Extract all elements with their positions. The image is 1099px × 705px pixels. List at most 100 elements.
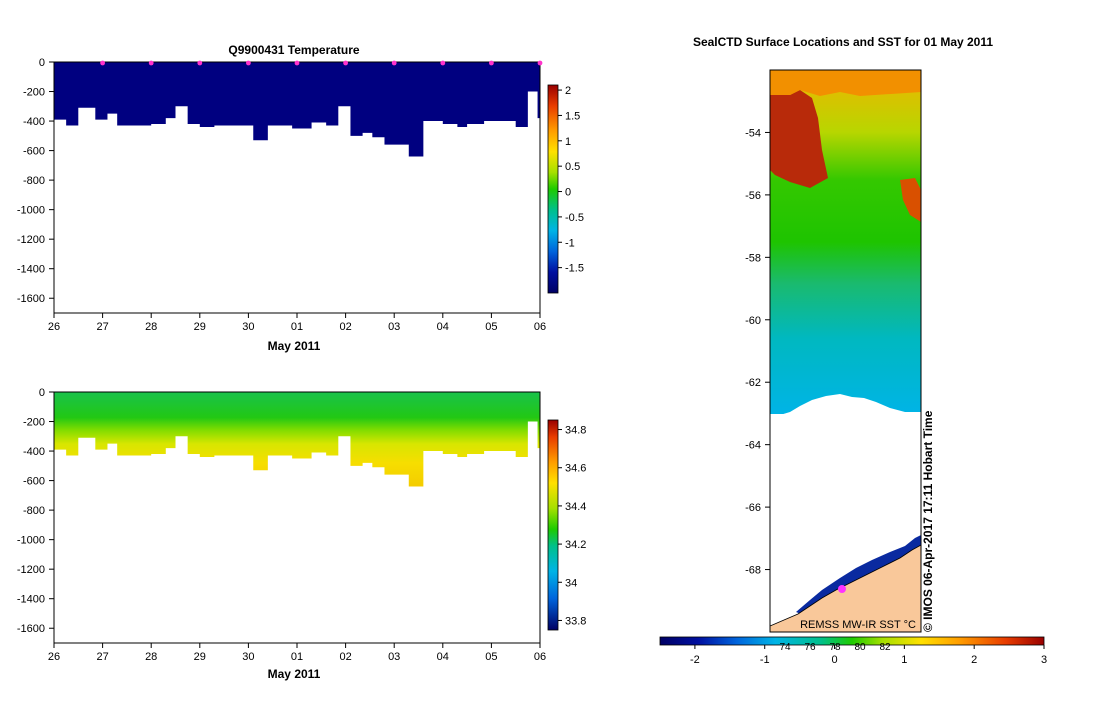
lat-tick-label: -68 (745, 565, 761, 577)
longitude-ticks: 74 76 78 80 82 (779, 642, 891, 653)
y-tick-label: -600 (23, 476, 45, 488)
x-tick-label: 02 (339, 651, 351, 663)
y-tick-label: -400 (23, 446, 45, 458)
colorbar-tick-label: -0.5 (565, 212, 584, 224)
x-tick-label: 29 (194, 321, 206, 333)
y-tick-label: -200 (23, 417, 45, 429)
profile-markers (100, 60, 543, 66)
salinity-axes: 0 -200 -400 -600 -800 -1000 -1200 -1400 -1600 26 2… (17, 387, 546, 663)
warm-band (770, 70, 921, 96)
x-tick-label: 28 (145, 321, 157, 333)
lat-tick-label: -66 (745, 502, 761, 514)
sst-legend-text: REMSS MW-IR SST °C (800, 619, 916, 631)
x-tick-label: 01 (291, 321, 303, 333)
profile-marker (197, 60, 203, 66)
colorbar-tick-label: -1.5 (565, 263, 584, 275)
warm-patch-east (900, 178, 921, 222)
y-tick-label: 0 (39, 387, 45, 399)
lat-tick-label: -58 (745, 252, 761, 264)
colorbar-tick-label: 1.5 (565, 110, 580, 122)
temperature-axes: 0 -200 -400 -600 -800 -1000 -1200 -1400 -1600 26 2… (17, 57, 546, 333)
x-tick-label: 06 (534, 321, 546, 333)
lon-tick-label: 74 (779, 642, 791, 653)
colorbar-tick-label: 2 (565, 85, 571, 97)
seal-location-marker (838, 585, 846, 593)
sst-tick-label: -2 (690, 654, 700, 666)
y-tick-label: -800 (23, 505, 45, 517)
imos-stamp: © IMOS 06-Apr-2017 17:11 Hobart Time (921, 410, 935, 632)
temperature-colorbar-ticks: 2 1.5 1 0.5 0 -0.5 -1 -1.5 (558, 85, 584, 275)
x-tick-label: 05 (485, 321, 497, 333)
profile-marker (246, 60, 251, 66)
x-tick-label: 26 (48, 651, 60, 663)
lat-tick-label: -62 (745, 377, 761, 389)
lat-tick-label: -56 (745, 190, 761, 202)
ice-no-data (770, 394, 921, 624)
x-tick-label: 26 (48, 321, 60, 333)
colorbar-tick-label: 34.8 (565, 425, 586, 437)
temperature-title: Q9900431 Temperature (228, 43, 360, 57)
x-tick-label: 28 (145, 651, 157, 663)
x-tick-label: 03 (388, 321, 400, 333)
x-tick-label: 27 (96, 321, 108, 333)
y-tick-label: -1400 (17, 264, 45, 276)
sst-tick-label: 0 (831, 654, 837, 666)
profile-marker (100, 60, 105, 66)
lon-tick-label: 78 (829, 642, 841, 653)
y-tick-label: -1200 (17, 564, 45, 576)
x-tick-label: 27 (96, 651, 108, 663)
lon-tick-label: 76 (804, 642, 816, 653)
sst-colorbar-ticks: -2 -1 0 1 2 3 (690, 645, 1047, 666)
map-title: SealCTD Surface Locations and SST for 01… (693, 35, 993, 49)
temperature-field (54, 62, 540, 157)
profile-marker (343, 60, 348, 66)
salinity-field (54, 392, 540, 487)
y-tick-label: 0 (39, 57, 45, 69)
lat-tick-label: -60 (745, 315, 761, 327)
lon-tick-label: 80 (854, 642, 866, 653)
sst-tick-label: 1 (901, 654, 907, 666)
y-tick-label: -1600 (17, 623, 45, 635)
x-tick-label: 03 (388, 651, 400, 663)
lat-tick-label: -64 (745, 440, 761, 452)
colorbar-tick-label: 34.2 (565, 539, 586, 551)
y-tick-label: -200 (23, 87, 45, 99)
temperature-xlabel: May 2011 (268, 339, 321, 353)
colorbar-tick-label: 33.8 (565, 615, 586, 627)
profile-marker (537, 60, 543, 66)
salinity-xlabel: May 2011 (268, 667, 321, 681)
colorbar-tick-label: 34 (565, 577, 577, 589)
salinity-colorbar (547, 419, 559, 631)
sst-tick-label: -1 (760, 654, 770, 666)
sst-map-panel: SealCTD Surface Locations and SST for 01… (659, 35, 1047, 666)
y-tick-label: -1600 (17, 293, 45, 305)
sst-tick-label: 3 (1041, 654, 1047, 666)
colorbar-tick-label: 34.6 (565, 463, 586, 475)
x-tick-label: 30 (242, 651, 254, 663)
colorbar-tick-label: -1 (565, 237, 575, 249)
colorbar-tick-label: 0.5 (565, 161, 580, 173)
x-tick-label: 01 (291, 651, 303, 663)
temperature-panel: Q9900431 Temperature 0 -200 -400 -600 -800 -1… (17, 43, 584, 353)
profile-marker (440, 60, 446, 66)
y-tick-label: -1200 (17, 234, 45, 246)
colorbar-tick-label: 34.4 (565, 501, 586, 513)
profile-marker (148, 60, 154, 66)
profile-marker (294, 60, 300, 66)
x-tick-label: 29 (194, 651, 206, 663)
x-tick-label: 02 (339, 321, 351, 333)
x-tick-label: 30 (242, 321, 254, 333)
colorbar-tick-label: 0 (565, 187, 571, 199)
salinity-panel: 0 -200 -400 -600 -800 -1000 -1200 -1400 -1600 26 2… (17, 387, 587, 681)
x-tick-label: 06 (534, 651, 546, 663)
y-tick-label: -800 (23, 175, 45, 187)
profile-marker (391, 60, 397, 66)
y-tick-label: -600 (23, 146, 45, 158)
profile-marker (489, 60, 494, 66)
salinity-colorbar-ticks: 34.8 34.6 34.4 34.2 34 33.8 (558, 425, 586, 627)
map-latitude-axis: -54 -56 -58 -60 -62 -64 -66 -68 (745, 127, 770, 577)
colorbar-tick-label: 1 (565, 136, 571, 148)
map-frame (769, 69, 922, 633)
lat-tick-label: -54 (745, 127, 761, 139)
